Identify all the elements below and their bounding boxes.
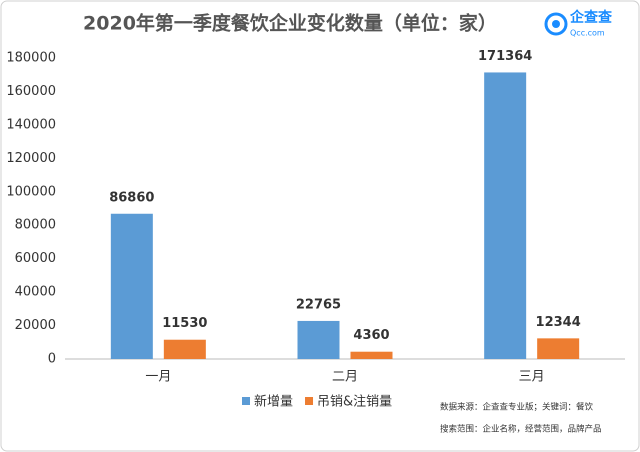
logo-url: Qcc.com bbox=[570, 29, 605, 38]
value-label: 22765 bbox=[296, 297, 341, 312]
legend-label: 新增量 bbox=[254, 394, 293, 410]
logo-name: 企查查 bbox=[569, 9, 613, 26]
value-label: 4360 bbox=[353, 328, 389, 343]
value-label: 171364 bbox=[478, 49, 532, 64]
x-tick-label: 三月 bbox=[519, 370, 545, 385]
y-tick-label: 20000 bbox=[15, 318, 56, 333]
value-label: 12344 bbox=[536, 315, 581, 330]
bar bbox=[484, 72, 527, 359]
y-tick-label: 0 bbox=[48, 352, 56, 367]
y-tick-label: 100000 bbox=[6, 184, 56, 199]
y-tick-label: 180000 bbox=[6, 51, 56, 66]
y-tick-label: 80000 bbox=[15, 218, 56, 233]
x-tick-label: 一月 bbox=[145, 370, 171, 385]
logo: 企查查 Qcc.com bbox=[544, 9, 613, 38]
y-tick-label: 60000 bbox=[15, 251, 56, 266]
x-tick-label: 二月 bbox=[332, 370, 358, 385]
logo-icon bbox=[544, 12, 568, 36]
y-tick-label: 120000 bbox=[6, 151, 56, 166]
source-note: 搜索范围：企业名称，经营范围，品牌产品 bbox=[440, 424, 602, 435]
chart-title: 2020年第一季度餐饮企业变化数量（单位：家） bbox=[83, 12, 497, 35]
y-tick-label: 140000 bbox=[6, 117, 56, 132]
source-note: 数据来源：企查查专业版；关键词：餐饮 bbox=[440, 402, 594, 413]
bar bbox=[350, 351, 393, 359]
bar bbox=[163, 339, 206, 359]
legend-label: 吊销&注销量 bbox=[317, 395, 392, 410]
bar bbox=[110, 213, 153, 359]
legend-swatch bbox=[305, 397, 314, 405]
bar bbox=[537, 338, 580, 359]
y-tick-label: 160000 bbox=[6, 84, 56, 99]
legend-swatch bbox=[242, 397, 250, 405]
value-label: 11530 bbox=[162, 316, 207, 331]
value-label: 86860 bbox=[109, 190, 154, 205]
bar bbox=[297, 320, 340, 359]
y-tick-label: 40000 bbox=[15, 285, 56, 300]
logo-icon-dot bbox=[552, 20, 560, 28]
